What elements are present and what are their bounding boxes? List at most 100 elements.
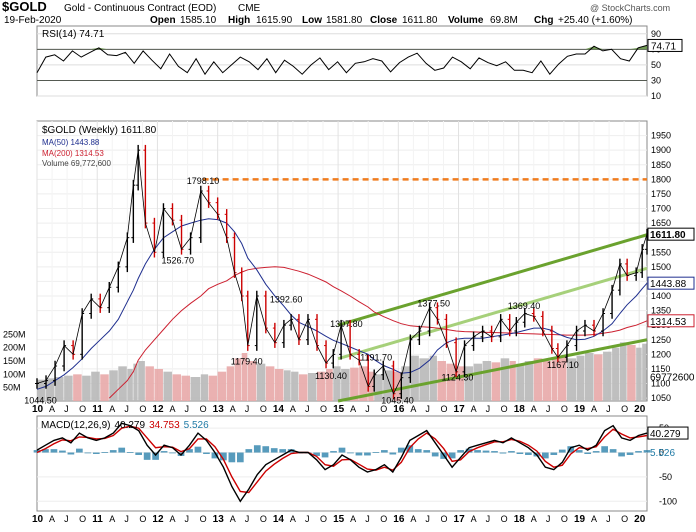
volume-bar — [501, 358, 510, 401]
volume-bar — [100, 374, 109, 401]
rsi-legend: RSI(14) 74.71 — [42, 29, 105, 40]
macd-histogram-bar — [152, 453, 159, 460]
volume-bar — [64, 376, 73, 401]
x-tick-label: 11 — [92, 404, 103, 415]
volume-tick-label: 100M — [3, 369, 26, 379]
x-tick-label: A — [49, 404, 55, 414]
price-tick-label: 1950 — [651, 131, 671, 141]
macd-histogram-bar — [550, 453, 557, 455]
volume-bar — [534, 358, 543, 401]
x-tick-label: 12 — [152, 404, 164, 415]
x-tick-label-bottom: 15 — [333, 514, 345, 525]
macd-histogram-bar — [203, 453, 210, 454]
macd-histogram-bar — [559, 450, 566, 453]
macd-histogram-bar — [373, 452, 380, 453]
x-tick-label: 15 — [333, 404, 345, 415]
price-tick-label: 1750 — [651, 189, 671, 199]
x-tick-label-bottom: A — [350, 514, 356, 524]
price-tick-label: 1250 — [651, 335, 671, 345]
price-tick-label: 1550 — [651, 247, 671, 257]
x-tick-label-bottom: O — [440, 514, 447, 524]
volume-bar — [291, 372, 298, 401]
ma50-legend: MA(50) 1443.88 — [42, 138, 100, 147]
macd-histogram-bar — [483, 451, 490, 453]
x-tick-label-bottom: J — [365, 514, 370, 524]
volume-bar — [163, 372, 172, 401]
ma200-legend: MA(200) 1314.53 — [42, 149, 104, 158]
macd-histogram-bar — [237, 453, 244, 463]
low-label: Low — [302, 15, 322, 26]
x-tick-label-bottom: 10 — [32, 514, 44, 525]
open-value: 1585.10 — [180, 15, 217, 26]
macd-histogram-bar — [110, 450, 117, 452]
price-tick-label: 1050 — [651, 393, 671, 403]
instrument-name: Gold - Continuous Contract (EOD) — [64, 3, 216, 14]
chg-value: +25.40 (+1.60%) — [558, 15, 633, 26]
x-tick-label: J — [365, 404, 370, 414]
x-tick-label-bottom: O — [621, 514, 628, 524]
macd-histogram-bar — [356, 453, 363, 456]
x-tick-label: A — [591, 404, 597, 414]
x-tick-label-bottom: 13 — [213, 514, 225, 525]
volume-tick-label: 150M — [3, 356, 26, 366]
macd-histogram-bar — [161, 451, 168, 452]
x-tick-label: 14 — [273, 404, 285, 415]
price-annotation: 1369.40 — [508, 301, 541, 311]
macd-histogram-bar — [254, 445, 261, 452]
macd-histogram-bar — [339, 448, 346, 453]
macd-histogram-bar — [508, 451, 515, 452]
x-tick-label-bottom: O — [320, 514, 327, 524]
price-tick-label: 1200 — [651, 349, 671, 359]
volume-bar — [118, 366, 127, 401]
x-tick-label: A — [290, 404, 296, 414]
x-tick-label-bottom: J — [425, 514, 430, 524]
price-annotation: 1392.60 — [270, 294, 303, 304]
x-tick-label-bottom: 18 — [514, 514, 526, 525]
macd-histogram-bar — [610, 449, 617, 452]
x-tick-label-bottom: O — [139, 514, 146, 524]
macd-histogram-bar — [144, 453, 151, 460]
close-value: 1611.80 — [402, 15, 438, 26]
macd-histogram-bar — [584, 453, 591, 454]
x-tick-label: O — [440, 404, 447, 414]
volume-bar — [299, 374, 308, 401]
macd-histogram-bar — [635, 451, 642, 452]
volume-bar — [145, 366, 154, 401]
volume-bar — [182, 376, 191, 401]
price-tick-label: 1350 — [651, 306, 671, 316]
macd-histogram-bar — [517, 453, 524, 454]
macd-histogram-bar — [118, 448, 125, 453]
x-tick-label: O — [501, 404, 508, 414]
volume-value-label: 69772600 — [650, 372, 695, 383]
macd-histogram-bar — [84, 453, 91, 454]
price-tick-label: 1900 — [651, 145, 671, 155]
macd-histogram-bar — [59, 451, 66, 453]
volume-bar — [516, 364, 524, 401]
macd-histogram-bar — [51, 449, 58, 452]
x-tick-label: J — [486, 404, 491, 414]
x-tick-label-bottom: O — [561, 514, 568, 524]
rsi-tick-label: 90 — [651, 29, 661, 39]
macd-histogram-bar — [229, 453, 236, 463]
x-tick-label: 19 — [574, 404, 586, 415]
volume-bar — [248, 361, 257, 401]
macd-histogram-bar — [245, 449, 252, 452]
open-label: Open — [150, 15, 176, 26]
macd-histogram-bar — [389, 453, 396, 455]
x-tick-label: J — [64, 404, 69, 414]
volume-bar — [594, 354, 603, 401]
chg-label: Chg — [534, 15, 553, 26]
x-tick-label-bottom: J — [486, 514, 491, 524]
volume-legend: Volume 69,772,600 — [42, 159, 111, 168]
macd-histogram-bar — [262, 446, 269, 452]
volume-value: 69.8M — [490, 15, 518, 26]
volume-bar — [91, 372, 100, 401]
x-tick-label-bottom: 17 — [454, 514, 466, 525]
exchange-label: CME — [238, 3, 261, 14]
x-tick-label: 10 — [32, 404, 44, 415]
x-tick-label-bottom: 12 — [152, 514, 164, 525]
macd-histogram-bar — [576, 450, 583, 452]
macd-histogram-bar — [500, 453, 507, 454]
x-tick-label-bottom: A — [169, 514, 175, 524]
macd-histogram-bar — [76, 449, 83, 453]
